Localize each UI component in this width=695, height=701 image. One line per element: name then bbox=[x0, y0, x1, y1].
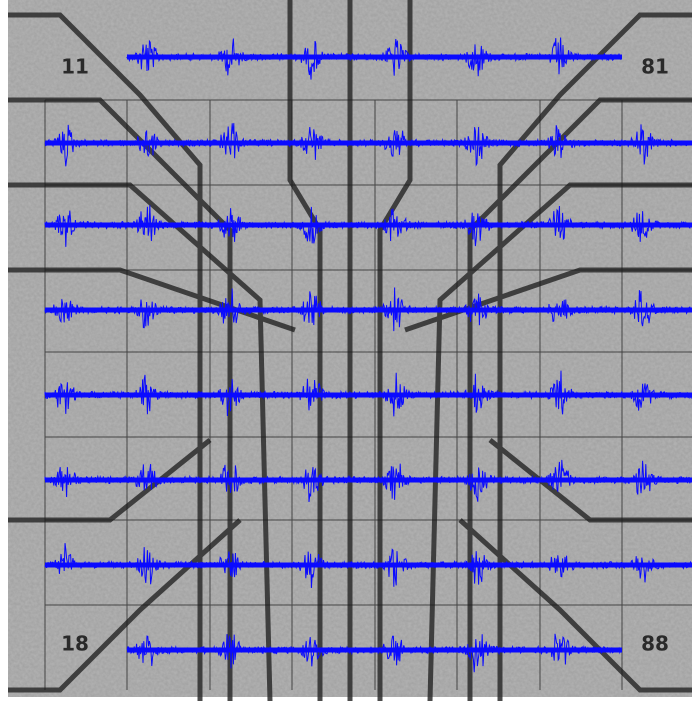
corner-label: 81 bbox=[641, 55, 669, 79]
corner-label: 18 bbox=[61, 632, 89, 656]
corner-label: 11 bbox=[61, 55, 89, 79]
corner-label: 88 bbox=[641, 632, 669, 656]
signal-traces bbox=[44, 37, 692, 673]
